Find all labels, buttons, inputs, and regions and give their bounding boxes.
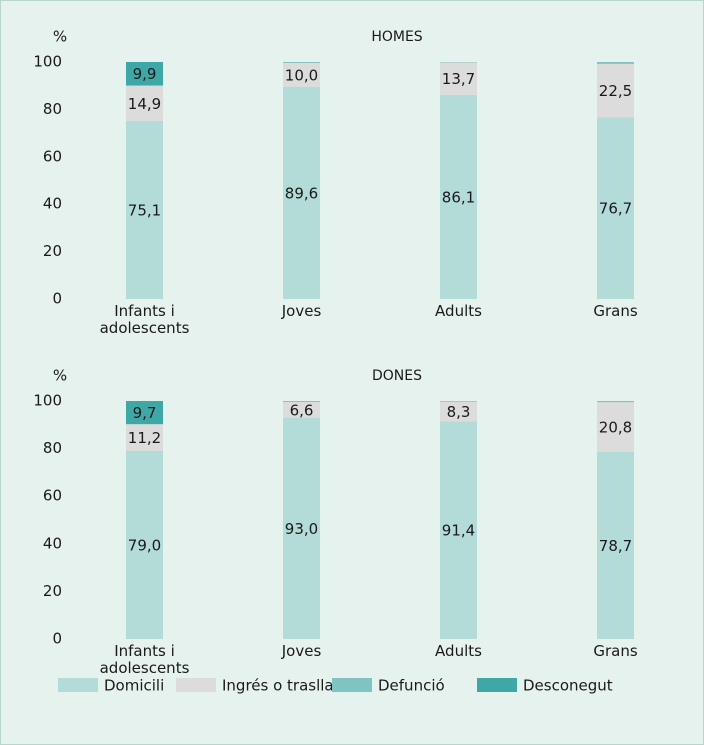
y-axis-label: % <box>53 367 67 385</box>
bar-segment <box>440 401 477 422</box>
x-tick-label: Joves <box>281 643 322 660</box>
bar-segment <box>440 94 477 300</box>
y-tick-label: 20 <box>43 582 62 600</box>
bar-segment <box>440 401 477 402</box>
y-tick-label: 80 <box>43 100 62 118</box>
data-label: 14,9 <box>128 95 161 113</box>
legend-swatch <box>176 678 216 692</box>
bar-segment <box>597 401 634 403</box>
data-label: 76,7 <box>599 200 632 218</box>
x-tick-text: Infants i adolescents <box>99 643 190 677</box>
bar-segment <box>283 62 320 87</box>
y-tick-label: 40 <box>43 195 62 213</box>
y-tick-label: 0 <box>52 630 62 648</box>
data-label: 79,0 <box>128 536 161 554</box>
bar-segment <box>597 62 634 64</box>
x-tick-label: Grans <box>593 643 638 660</box>
legend-swatch <box>58 678 98 692</box>
legend-swatch <box>332 678 372 692</box>
legend-label: Desconegut <box>523 677 613 695</box>
x-tick-label: Infants i adolescents <box>99 643 190 677</box>
bar-segment <box>283 417 320 639</box>
legend-label: Ingrés o trasllat <box>222 677 340 695</box>
bar-segment <box>126 62 163 86</box>
data-label: 6,6 <box>290 401 314 419</box>
bar-segment <box>126 85 163 122</box>
x-tick-text: Adults <box>435 303 482 320</box>
y-tick-label: 20 <box>43 242 62 260</box>
bar-segment <box>440 62 477 95</box>
bar-segment <box>597 402 634 452</box>
data-label: 91,4 <box>442 522 475 540</box>
data-label: 9,7 <box>133 404 157 422</box>
y-axis-label: % <box>53 28 67 46</box>
chart-title: HOMES <box>371 29 422 45</box>
bar-segment <box>283 86 320 299</box>
x-tick-text: Joves <box>281 643 322 660</box>
bar-segment <box>283 401 320 402</box>
data-label: 75,1 <box>128 202 161 220</box>
x-tick-text: Grans <box>593 303 638 320</box>
bar-segment <box>597 451 634 639</box>
x-tick-text: Infants i adolescents <box>99 303 190 337</box>
y-tick-label: 100 <box>33 392 62 410</box>
bar-segment <box>126 401 163 425</box>
bar-segment <box>283 401 320 418</box>
bar-segment <box>597 117 634 299</box>
x-tick-label: Adults <box>435 643 482 660</box>
x-tick-text: Joves <box>281 303 322 320</box>
legend-label: Domicili <box>104 677 164 695</box>
data-label: 86,1 <box>442 188 475 206</box>
data-label: 22,5 <box>599 82 632 100</box>
data-label: 11,2 <box>128 429 161 447</box>
x-tick-label: Joves <box>281 303 322 320</box>
x-tick-label: Grans <box>593 303 638 320</box>
x-tick-label: Infants i adolescents <box>99 303 190 337</box>
chart-title: DONES <box>372 368 422 384</box>
x-tick-label: Adults <box>435 303 482 320</box>
y-tick-label: 40 <box>43 534 62 552</box>
y-tick-label: 60 <box>43 487 62 505</box>
x-tick-text: Adults <box>435 643 482 660</box>
y-tick-label: 100 <box>33 53 62 71</box>
data-label: 93,0 <box>285 520 318 538</box>
data-label: 20,8 <box>599 418 632 436</box>
data-label: 10,0 <box>285 66 318 84</box>
bar-segment <box>440 421 477 639</box>
bar-segment <box>597 63 634 118</box>
y-tick-label: 60 <box>43 147 62 165</box>
bar-segment <box>126 424 163 451</box>
data-label: 78,7 <box>599 537 632 555</box>
bar-segment <box>126 450 163 639</box>
data-label: 9,9 <box>133 65 157 83</box>
y-tick-label: 80 <box>43 439 62 457</box>
legend-swatch <box>477 678 517 692</box>
legend-label: Defunció <box>378 677 445 695</box>
data-label: 8,3 <box>447 403 471 421</box>
data-label: 89,6 <box>285 184 318 202</box>
data-label: 13,7 <box>442 70 475 88</box>
bar-segment <box>283 62 320 63</box>
y-tick-label: 0 <box>52 290 62 308</box>
x-tick-text: Grans <box>593 643 638 660</box>
bar-segment <box>126 121 163 299</box>
